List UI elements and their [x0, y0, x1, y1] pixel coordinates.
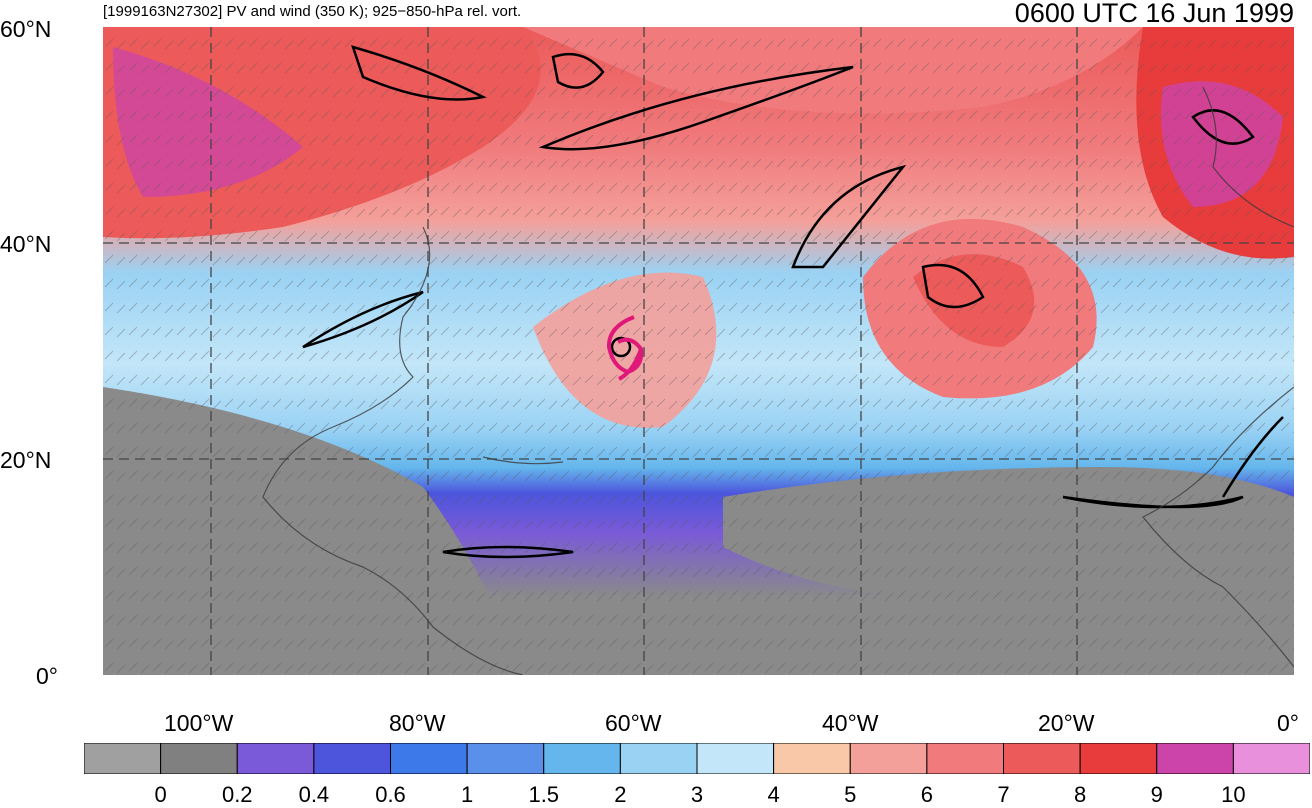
colorbar-tick-label: 4 — [767, 782, 780, 807]
colorbar-tick-label: 1 — [461, 782, 474, 807]
lat-label-60n: 60°N — [0, 16, 52, 42]
lon-label-20w: 20°W — [1038, 710, 1095, 736]
title-right: 0600 UTC 16 Jun 1999 — [1014, 0, 1294, 28]
colorbar-tick-label: 7 — [997, 782, 1010, 807]
lat-label-0: 0° — [36, 663, 58, 689]
colorbar-tick-label: 1.5 — [528, 782, 560, 807]
lon-label-0: 0° — [1277, 710, 1299, 736]
colorbar-swatch — [1079, 743, 1158, 774]
colorbar — [84, 743, 1310, 774]
map-panel — [103, 27, 1294, 675]
lon-label-100w: 100°W — [164, 710, 234, 736]
colorbar-tick-label: 3 — [690, 782, 704, 807]
colorbar-swatch — [1003, 743, 1081, 774]
lon-label-60w: 60°W — [605, 710, 662, 736]
colorbar-swatch — [466, 743, 545, 774]
colorbar-tick-label: 9 — [1150, 782, 1163, 807]
colorbar-swatch — [160, 743, 238, 774]
lat-label-40n: 40°N — [0, 231, 52, 257]
vorticity-contours — [302, 45, 1284, 559]
colorbar-swatch — [236, 743, 315, 774]
lon-label-80w: 80°W — [389, 710, 446, 736]
colorbar-tick-label: 2 — [614, 782, 627, 807]
title-left: [1999163N27302] PV and wind (350 K); 925… — [103, 3, 522, 20]
colorbar-tick-label: 8 — [1074, 782, 1087, 807]
colorbar-swatch — [1156, 743, 1234, 774]
colorbar-swatch — [926, 743, 1004, 774]
coastlines — [262, 86, 1294, 675]
lon-label-40w: 40°W — [822, 710, 879, 736]
colorbar-swatch — [543, 743, 621, 774]
colorbar-swatch — [313, 743, 391, 774]
colorbar-tick-label: 6 — [920, 782, 933, 807]
colorbar-swatch — [619, 743, 698, 774]
colorbar-swatch — [1232, 743, 1310, 774]
colorbar-swatch — [849, 743, 928, 774]
colorbar-tick-label: 5 — [844, 782, 857, 807]
colorbar-tick-label: 0.2 — [221, 782, 253, 807]
colorbar-swatch — [773, 743, 851, 774]
colorbar-tick-label: 10 — [1221, 782, 1246, 807]
colorbar-swatch — [84, 743, 162, 774]
colorbar-swatch — [390, 743, 468, 774]
colorbar-tick-label: 0.6 — [375, 782, 406, 807]
texture-overlay — [103, 27, 1294, 675]
lat-label-20n: 20°N — [0, 447, 52, 473]
colorbar-tick-label: 0 — [154, 782, 167, 807]
tropical-cyclone-icon — [606, 315, 644, 381]
lat-lon-grid — [103, 27, 1294, 675]
colorbar-tick-label: 0.4 — [298, 782, 330, 807]
colorbar-swatch — [696, 743, 775, 774]
